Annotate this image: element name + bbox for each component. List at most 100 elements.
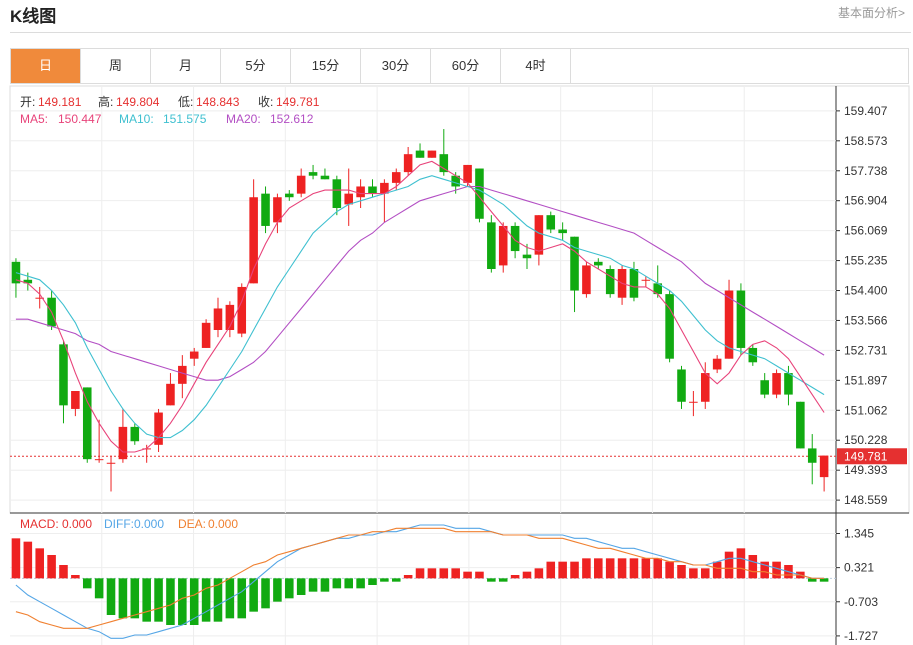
macd-value: 0.000 xyxy=(62,517,92,531)
macd-bar xyxy=(178,578,187,625)
candle-body xyxy=(570,236,579,291)
high-value: 149.804 xyxy=(116,95,160,109)
price-tick-label: 157.738 xyxy=(844,164,888,178)
tab-5min[interactable]: 5分 xyxy=(221,49,291,83)
candle-body xyxy=(344,193,353,205)
macd-label: MACD: xyxy=(20,517,59,531)
macd-bar xyxy=(534,568,544,579)
macd-grid xyxy=(10,515,836,645)
candle-body xyxy=(273,197,282,223)
ma20-line xyxy=(15,185,825,381)
candle-body xyxy=(415,150,425,158)
macd-bar xyxy=(487,578,496,582)
candle-body xyxy=(522,254,532,259)
candle-body xyxy=(582,265,591,295)
macd-bar xyxy=(94,578,104,599)
macd-bar xyxy=(427,568,437,579)
candle xyxy=(344,168,353,226)
candle xyxy=(130,423,140,445)
candle-body xyxy=(498,225,508,266)
macd-bar xyxy=(332,578,342,589)
candle-body xyxy=(166,383,175,406)
macd-bar xyxy=(201,578,211,622)
candle-body xyxy=(82,387,92,460)
macd-bar xyxy=(712,561,722,579)
macd-bar xyxy=(748,555,758,579)
candle-body xyxy=(629,269,639,298)
candle xyxy=(35,286,44,309)
tab-60min[interactable]: 60分 xyxy=(431,49,501,83)
candle-body xyxy=(320,175,330,180)
candle xyxy=(629,261,639,302)
candle-body xyxy=(427,150,437,158)
candle-body xyxy=(594,261,603,266)
macd-bar xyxy=(558,561,567,579)
macd-bar xyxy=(617,558,627,579)
candle xyxy=(82,387,92,463)
candle-body xyxy=(463,164,472,183)
candle xyxy=(142,444,151,463)
candle xyxy=(558,222,567,241)
macd-bar xyxy=(320,578,330,592)
candle-body xyxy=(332,179,342,208)
candle-body xyxy=(724,290,734,359)
candle xyxy=(415,143,425,158)
chart-grid xyxy=(9,85,910,645)
tab-15min[interactable]: 15分 xyxy=(291,49,361,83)
macd-bar xyxy=(71,575,80,579)
tab-week[interactable]: 周 xyxy=(81,49,151,83)
candle-body xyxy=(712,358,722,370)
candle xyxy=(772,369,781,399)
macd-bar xyxy=(510,575,520,579)
macd-bar xyxy=(249,578,258,612)
candle xyxy=(71,391,80,417)
candle-body xyxy=(106,462,116,464)
candle-body xyxy=(677,369,686,402)
low-label: 低: xyxy=(178,95,193,109)
candle-body xyxy=(510,225,520,252)
price-tick-label: 151.897 xyxy=(844,373,888,387)
candle xyxy=(605,265,615,298)
candle xyxy=(213,297,223,338)
high-label: 高: xyxy=(98,94,113,109)
candle-body xyxy=(665,294,674,359)
candle-body xyxy=(546,215,556,230)
tab-month[interactable]: 月 xyxy=(151,49,221,83)
macd-bar xyxy=(11,538,21,579)
macd-bar xyxy=(760,561,769,579)
candle xyxy=(59,340,68,424)
macd-tick-label: 1.345 xyxy=(844,527,874,541)
candle-body xyxy=(59,344,68,406)
macd-bar xyxy=(23,541,33,579)
candle-body xyxy=(213,308,223,330)
candle-body xyxy=(35,297,44,299)
candle-body xyxy=(296,175,306,194)
macd-bar xyxy=(154,578,163,622)
fundamental-analysis-link[interactable]: 基本面分析> xyxy=(837,6,905,20)
candle xyxy=(534,215,544,266)
candle-body xyxy=(534,215,544,255)
macd-bar xyxy=(59,565,68,579)
tab-30min[interactable]: 30分 xyxy=(361,49,431,83)
macd-tick-label: -1.727 xyxy=(844,629,878,643)
candle xyxy=(201,319,211,348)
price-tick-label: 151.062 xyxy=(844,403,888,417)
candle-body xyxy=(118,426,128,460)
candle-body xyxy=(391,172,401,183)
tab-4hour[interactable]: 4时 xyxy=(501,49,571,83)
macd-bar xyxy=(498,578,508,582)
macd-bar xyxy=(736,548,746,579)
candle-body xyxy=(23,279,33,284)
macd-bar xyxy=(142,578,151,622)
candlestick-series xyxy=(11,129,829,492)
candle xyxy=(641,276,651,287)
dea-label: DEA: xyxy=(178,517,206,531)
tab-day[interactable]: 日 xyxy=(11,49,81,83)
candle xyxy=(700,362,710,409)
macd-bar xyxy=(380,578,389,582)
price-tick-label: 149.393 xyxy=(844,463,888,477)
candle-body xyxy=(178,365,187,384)
candle xyxy=(617,265,627,305)
macd-bar xyxy=(35,548,44,579)
